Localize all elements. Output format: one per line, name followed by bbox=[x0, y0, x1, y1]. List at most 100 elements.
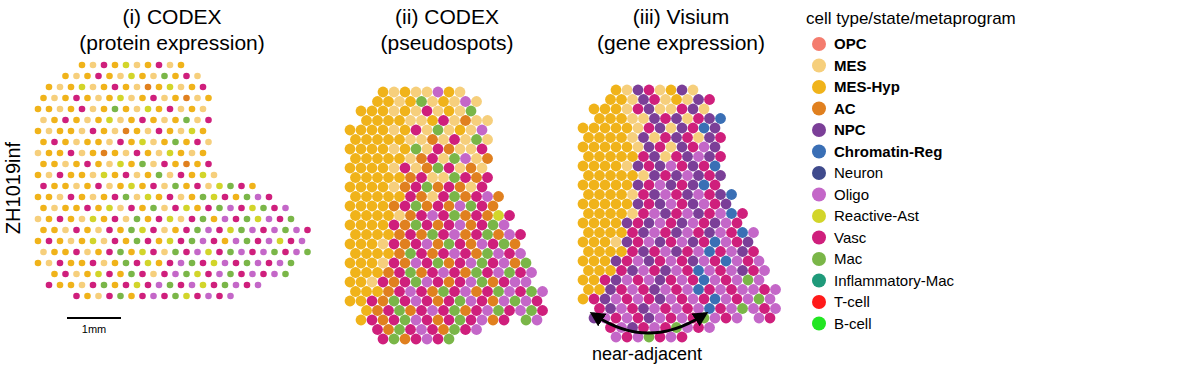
spot bbox=[123, 172, 130, 179]
spot bbox=[216, 183, 223, 190]
spot bbox=[394, 191, 405, 202]
spot bbox=[134, 150, 141, 157]
panel-subtitle: (protein expression) bbox=[79, 31, 265, 54]
spot bbox=[504, 286, 515, 297]
spot bbox=[400, 277, 411, 288]
spot bbox=[682, 94, 693, 105]
spot bbox=[400, 258, 411, 269]
spot bbox=[183, 293, 190, 300]
spot bbox=[622, 237, 633, 248]
spot bbox=[526, 267, 537, 278]
spot bbox=[189, 238, 196, 245]
spot bbox=[600, 142, 611, 153]
spot bbox=[704, 227, 715, 238]
spot bbox=[693, 265, 704, 276]
spot bbox=[101, 62, 108, 69]
spot bbox=[710, 275, 721, 286]
spot bbox=[123, 194, 130, 201]
spot bbox=[578, 123, 589, 134]
spot bbox=[156, 62, 163, 69]
spot bbox=[444, 334, 455, 345]
spot bbox=[389, 125, 400, 136]
spot bbox=[123, 150, 130, 157]
spot bbox=[622, 199, 633, 210]
spot bbox=[688, 85, 699, 96]
spot bbox=[655, 294, 666, 305]
spot bbox=[671, 284, 682, 295]
spot bbox=[288, 260, 295, 267]
spot bbox=[101, 128, 108, 135]
spot bbox=[249, 249, 256, 256]
spot bbox=[46, 216, 53, 223]
spot bbox=[145, 238, 152, 245]
spot bbox=[416, 210, 427, 221]
spot bbox=[493, 286, 504, 297]
spot bbox=[471, 153, 482, 164]
spot bbox=[400, 201, 411, 212]
spot bbox=[222, 238, 229, 245]
spot bbox=[46, 194, 53, 201]
spot bbox=[521, 277, 532, 288]
spot bbox=[383, 153, 394, 164]
spot bbox=[167, 128, 174, 135]
spot bbox=[57, 84, 64, 91]
spot bbox=[227, 205, 234, 212]
spot bbox=[189, 150, 196, 157]
spot bbox=[704, 151, 715, 162]
spot bbox=[444, 239, 455, 250]
spot bbox=[51, 183, 58, 190]
legend-label: Vasc bbox=[834, 229, 867, 246]
spot bbox=[594, 170, 605, 181]
spot bbox=[666, 275, 677, 286]
spot bbox=[350, 286, 361, 297]
spot bbox=[449, 210, 460, 221]
spot bbox=[405, 267, 416, 278]
spot bbox=[493, 248, 504, 259]
spot bbox=[200, 84, 207, 91]
spot bbox=[644, 104, 655, 115]
spot bbox=[394, 134, 405, 145]
spot bbox=[79, 84, 86, 91]
spot bbox=[394, 267, 405, 278]
spot bbox=[372, 267, 383, 278]
spot bbox=[693, 303, 704, 314]
spot bbox=[145, 172, 152, 179]
spot bbox=[194, 161, 201, 168]
spot bbox=[627, 189, 638, 200]
spot bbox=[378, 220, 389, 231]
spot bbox=[378, 296, 389, 307]
spot bbox=[345, 144, 356, 155]
spot bbox=[589, 123, 600, 134]
spot bbox=[449, 191, 460, 202]
spot bbox=[688, 237, 699, 248]
spot bbox=[699, 237, 710, 248]
spot bbox=[356, 296, 367, 307]
spot bbox=[655, 237, 666, 248]
spot bbox=[361, 267, 372, 278]
spot bbox=[504, 210, 515, 221]
spot bbox=[671, 208, 682, 219]
spot bbox=[666, 123, 677, 134]
spot bbox=[754, 275, 765, 286]
spot bbox=[73, 293, 80, 300]
spot bbox=[205, 161, 212, 168]
spot bbox=[433, 163, 444, 174]
spot bbox=[84, 271, 91, 278]
spot bbox=[655, 275, 666, 286]
spot bbox=[383, 229, 394, 240]
spot bbox=[715, 303, 726, 314]
spot bbox=[73, 139, 80, 146]
spot bbox=[227, 293, 234, 300]
row-label: ZH1019inf bbox=[2, 141, 24, 234]
spot bbox=[167, 172, 174, 179]
spot bbox=[139, 95, 146, 102]
spot bbox=[627, 132, 638, 143]
spot bbox=[444, 144, 455, 155]
spot bbox=[477, 296, 488, 307]
spot bbox=[699, 142, 710, 153]
spot bbox=[693, 170, 704, 181]
spot bbox=[183, 161, 190, 168]
spot bbox=[178, 84, 185, 91]
spot bbox=[726, 303, 737, 314]
spot bbox=[367, 239, 378, 250]
